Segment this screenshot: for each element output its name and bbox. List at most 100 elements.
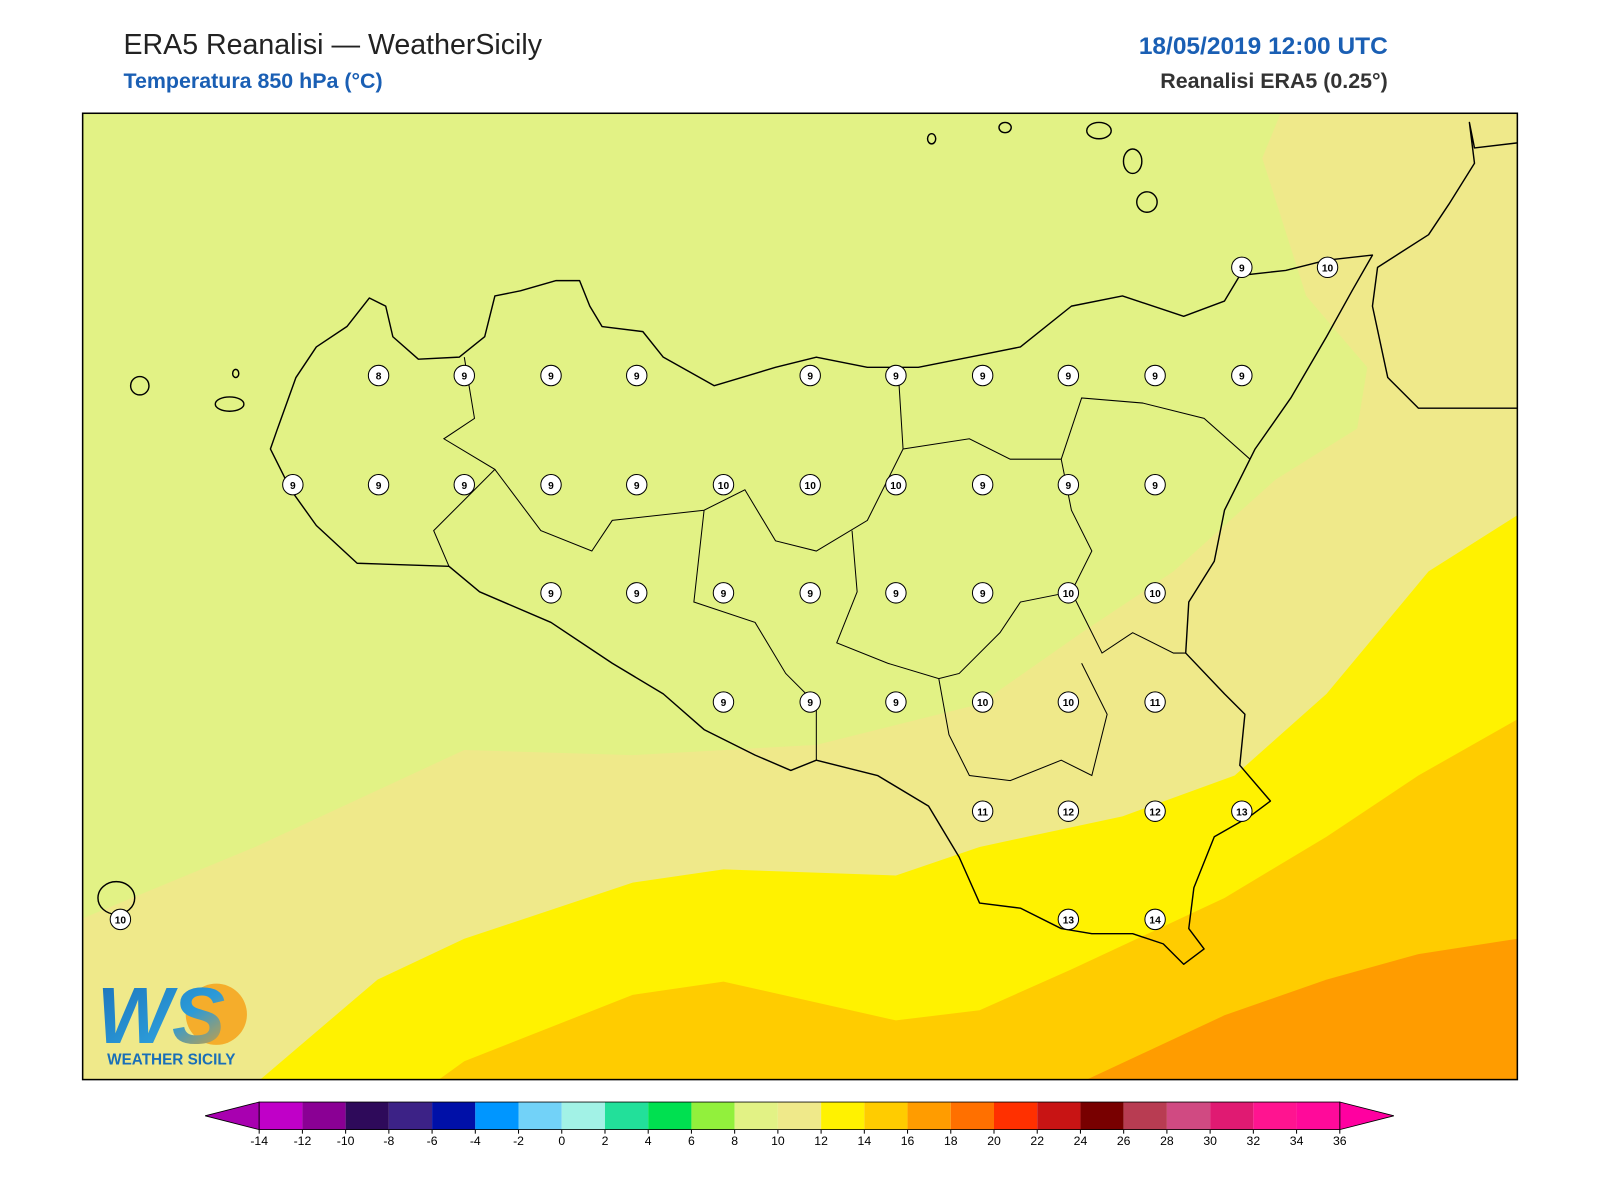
station-value: 10 <box>718 481 730 492</box>
colorbar-tick-label: 16 <box>901 1134 915 1148</box>
station-value: 9 <box>721 589 727 600</box>
colorbar-tick-label: -14 <box>250 1134 268 1148</box>
colorbar-tick-label: 22 <box>1030 1134 1044 1148</box>
station-value: 9 <box>1239 263 1245 274</box>
station-value: 9 <box>980 372 986 383</box>
colorbar-tick-label: 4 <box>645 1134 652 1148</box>
station-marker <box>1144 473 1166 496</box>
station-value: 9 <box>893 372 899 383</box>
colorbar-tick-label: 14 <box>858 1134 872 1148</box>
colorbar-tick-label: 8 <box>731 1134 738 1148</box>
station-marker <box>885 473 907 496</box>
map-frame <box>81 112 1519 1081</box>
station-value: 9 <box>807 372 813 383</box>
colorbar: -14 -12 -10 -8 -6 -4 -2 0 2 4 6 8 10 12 14 16 18 20 22 24 26… <box>205 1101 1394 1148</box>
colorbar-tick-label: 30 <box>1203 1134 1217 1148</box>
colorbar-tick-label: 6 <box>688 1134 695 1148</box>
station-value: 12 <box>1063 807 1075 818</box>
colorbar-outline <box>258 1101 1341 1130</box>
colorbar-box <box>561 1102 605 1130</box>
station-value: 9 <box>980 481 986 492</box>
station-marker <box>453 473 475 496</box>
calabria-coastline <box>1371 121 1518 409</box>
station-value: 10 <box>805 481 817 492</box>
station-marker <box>712 691 735 713</box>
station-value: 9 <box>1066 481 1072 492</box>
station-marker <box>1057 800 1080 822</box>
colorbar-tick-label: 20 <box>987 1134 1001 1148</box>
station-marker <box>282 473 304 496</box>
station-marker <box>1144 582 1166 604</box>
station-marker <box>1316 256 1339 279</box>
logo-caption: WEATHER SICILY <box>107 1051 235 1068</box>
station-marker <box>971 691 994 713</box>
band-16-18 <box>1086 938 1518 1080</box>
station-marker <box>109 908 132 931</box>
colorbar-box <box>1166 1102 1211 1130</box>
colorbar-tick-label: 32 <box>1247 1134 1261 1148</box>
station-marker <box>1231 364 1253 387</box>
colorbar-tick-label: -10 <box>337 1134 355 1148</box>
colorbar-tick-label: 34 <box>1290 1134 1304 1148</box>
station-marker <box>971 473 994 496</box>
colorbar-box <box>950 1102 994 1130</box>
colorbar-box <box>1210 1102 1254 1130</box>
sicily-coastline <box>269 254 1374 965</box>
colorbar-box <box>302 1102 346 1130</box>
station-value: 13 <box>1063 915 1075 926</box>
station-value: 9 <box>461 372 467 383</box>
station-value: 10 <box>1149 589 1161 600</box>
station-marker <box>1231 256 1253 279</box>
station-value: 9 <box>376 481 382 492</box>
colorbar-box <box>907 1102 951 1130</box>
colorbar-tick-label: 28 <box>1160 1134 1174 1148</box>
station-marker <box>971 800 994 822</box>
station-marker <box>885 364 907 387</box>
station-marker <box>1144 691 1166 713</box>
colorbar-tick-label: 10 <box>771 1134 785 1148</box>
station-marker <box>712 582 735 604</box>
station-value: 10 <box>1322 263 1334 274</box>
colorbar-tick-label: 12 <box>814 1134 828 1148</box>
colorbar-box <box>345 1102 389 1130</box>
station-value: 14 <box>1149 915 1161 926</box>
station-marker <box>885 582 907 604</box>
station-marker <box>453 364 475 387</box>
station-marker <box>799 364 821 387</box>
colorbar-box <box>821 1102 865 1130</box>
colorbar-box <box>1080 1102 1124 1130</box>
colorbar-tick-label: -8 <box>383 1134 394 1148</box>
logo-sun <box>185 983 247 1045</box>
station-marker <box>626 582 648 604</box>
station-marker <box>1057 473 1080 496</box>
station-marker <box>540 582 562 604</box>
logo-mark: WS <box>97 971 225 1060</box>
map-area: 9 10 8 9 9 9 9 9 9 9 9 9 9 9 9 9 9 10 10 10 9 9 9 9 9 9 9 9 9 10 10 9 9 9… <box>82 113 1518 1080</box>
source: Reanalisi ERA5 (0.25°) <box>1160 69 1387 93</box>
station-marker <box>1057 582 1080 604</box>
station-value: 11 <box>1150 698 1161 709</box>
station-value: 9 <box>461 481 467 492</box>
colorbar-tick-label: 0 <box>558 1134 565 1148</box>
colorbar-tick-label: 24 <box>1074 1134 1088 1148</box>
station-value: 10 <box>1063 698 1075 709</box>
station-value: 9 <box>807 698 813 709</box>
band-14-16 <box>438 719 1518 1080</box>
station-value: 10 <box>115 915 127 926</box>
station-marker <box>1231 800 1253 822</box>
station-marker <box>367 364 390 387</box>
station-value: 9 <box>893 589 899 600</box>
colorbar-under <box>205 1101 260 1131</box>
province-borders <box>433 357 1251 782</box>
station-value: 13 <box>1236 807 1248 818</box>
colorbar-box <box>518 1102 562 1130</box>
subtitle: Temperatura 850 hPa (°C) <box>123 69 382 93</box>
colorbar-box <box>1253 1102 1297 1130</box>
station-value: 9 <box>980 589 986 600</box>
islands <box>97 121 1158 915</box>
colorbar-box <box>388 1102 433 1130</box>
colorbar-box <box>1296 1102 1340 1130</box>
station-marker <box>626 364 648 387</box>
station-marker <box>1057 908 1080 931</box>
